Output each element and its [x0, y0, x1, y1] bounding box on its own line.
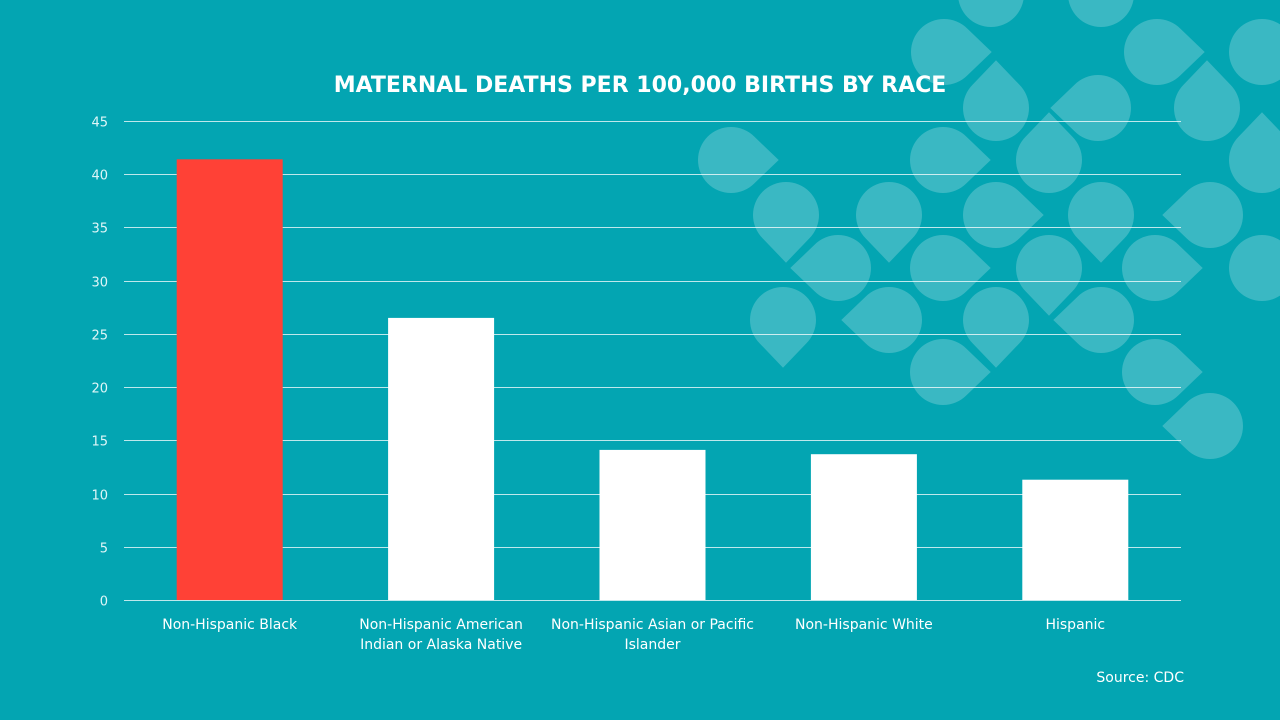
x-category-label: Hispanic — [1045, 617, 1105, 633]
droplet-shape — [963, 287, 1029, 368]
droplet-shape — [1162, 393, 1243, 459]
bars — [176, 159, 1129, 601]
x-category-label: Non-Hispanic Black — [162, 617, 298, 633]
y-tick-label: 35 — [91, 222, 108, 237]
source-note: Source: CDC — [1096, 670, 1184, 686]
droplet-shape — [750, 287, 816, 368]
x-category-label: Non-Hispanic American Indian or Alaska Na… — [359, 617, 523, 653]
droplet-shape — [1068, 182, 1134, 263]
droplet-shape — [856, 182, 922, 263]
droplet-shape — [910, 127, 991, 193]
x-category-label: Non-Hispanic White — [795, 617, 933, 633]
droplet-shape — [1229, 235, 1280, 301]
bar — [388, 317, 495, 600]
droplet-shape — [1229, 19, 1280, 85]
y-tick-label: 10 — [91, 489, 108, 504]
droplet-shape — [911, 19, 992, 85]
droplet-shape — [1122, 235, 1203, 301]
y-tick-label: 15 — [91, 435, 108, 450]
droplet-shape — [1068, 0, 1134, 27]
droplet-shape — [1016, 235, 1082, 316]
y-tick-label: 30 — [91, 276, 108, 291]
droplet-shape — [1016, 112, 1082, 193]
y-tick-label: 45 — [91, 116, 108, 131]
bar — [810, 454, 917, 600]
y-tick-label: 25 — [91, 329, 108, 344]
x-category-label-line: Non-Hispanic Black — [162, 617, 298, 633]
droplet-shape — [1162, 182, 1243, 248]
x-category-label: Non-Hispanic Asian or Pacific Islander — [551, 617, 754, 653]
x-category-label-line: Non-Hispanic White — [795, 617, 933, 633]
chart-title: MATERNAL DEATHS PER 100,000 BIRTHS BY RA… — [334, 73, 947, 98]
droplet-shape — [1050, 75, 1131, 141]
x-axis-labels: Non-Hispanic Black Non-Hispanic American I… — [162, 617, 1105, 653]
y-axis-ticks: 0 5 10 15 20 25 30 35 40 45 — [91, 116, 108, 610]
y-tick-label: 0 — [100, 595, 108, 610]
droplet-shape — [698, 127, 779, 193]
droplet-shape — [958, 0, 1024, 27]
y-tick-label: 40 — [91, 169, 108, 184]
droplet-shape — [963, 182, 1044, 248]
droplet-shape — [790, 235, 871, 301]
droplet-shape — [1229, 112, 1280, 193]
x-category-label-line: Indian or Alaska Native — [360, 637, 522, 653]
droplet-shape — [910, 235, 991, 301]
y-tick-label: 5 — [100, 542, 108, 557]
bar — [599, 449, 706, 600]
x-category-label-line: Islander — [624, 637, 680, 653]
droplet-shape — [1174, 60, 1240, 141]
droplet-shape — [1124, 19, 1205, 85]
droplet-shape — [1122, 339, 1203, 405]
bar — [176, 159, 283, 601]
x-category-label-line: Non-Hispanic Asian or Pacific — [551, 617, 754, 633]
droplet-shape — [841, 287, 922, 353]
x-category-label-line: Hispanic — [1045, 617, 1105, 633]
x-category-label-line: Non-Hispanic American — [359, 617, 523, 633]
bar — [1022, 479, 1129, 600]
droplet-shape — [753, 182, 819, 263]
y-tick-label: 20 — [91, 382, 108, 397]
droplet-shape — [1053, 287, 1134, 353]
droplet-shape — [963, 60, 1029, 141]
droplet-shape — [910, 339, 991, 405]
